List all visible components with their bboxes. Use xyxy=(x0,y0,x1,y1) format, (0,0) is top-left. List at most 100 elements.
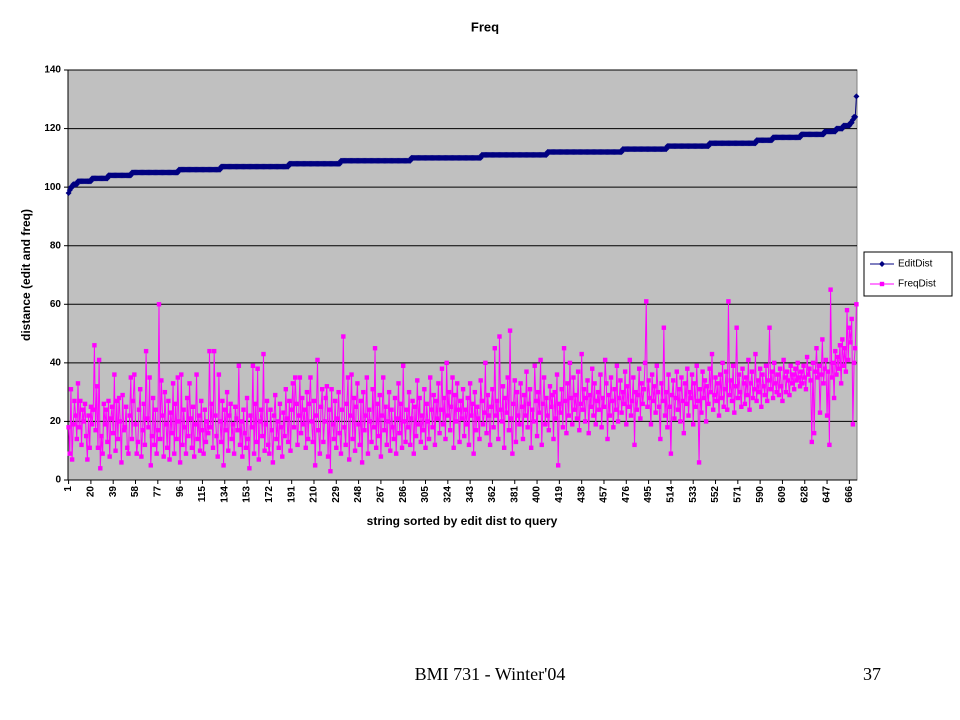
point xyxy=(767,325,772,330)
point xyxy=(268,407,273,412)
point xyxy=(167,457,172,462)
point xyxy=(701,395,706,401)
point xyxy=(359,460,365,465)
point xyxy=(244,395,250,401)
point xyxy=(371,425,377,430)
point xyxy=(835,354,840,360)
page-number: 37 xyxy=(863,664,881,684)
point xyxy=(597,407,602,412)
point xyxy=(611,425,616,430)
point xyxy=(474,404,480,409)
x-tick-label: 419 xyxy=(554,486,565,503)
point xyxy=(148,463,153,468)
point xyxy=(72,398,77,404)
point xyxy=(784,369,790,374)
point xyxy=(228,401,233,407)
point xyxy=(591,413,596,418)
point xyxy=(74,436,80,442)
point xyxy=(130,398,136,404)
point xyxy=(257,419,263,424)
point xyxy=(480,422,486,427)
point xyxy=(653,410,658,415)
y-tick-label: 60 xyxy=(50,299,62,310)
point xyxy=(385,419,391,424)
point xyxy=(484,430,489,436)
point xyxy=(534,433,540,439)
point xyxy=(476,416,481,421)
point xyxy=(533,398,539,404)
point xyxy=(735,395,741,401)
point xyxy=(432,442,438,448)
point xyxy=(267,451,272,456)
point xyxy=(609,398,615,404)
point xyxy=(154,451,159,456)
point xyxy=(175,375,180,380)
point xyxy=(496,436,501,442)
point xyxy=(607,413,613,418)
point xyxy=(351,395,357,401)
point xyxy=(725,407,730,412)
point xyxy=(824,413,830,418)
point xyxy=(398,401,404,407)
point xyxy=(834,372,839,377)
point xyxy=(358,398,364,404)
point xyxy=(772,360,777,366)
point xyxy=(336,389,341,395)
point xyxy=(278,425,284,430)
point xyxy=(406,389,412,395)
point xyxy=(710,407,716,412)
point xyxy=(253,401,258,407)
point xyxy=(165,445,170,450)
point xyxy=(652,384,657,389)
point xyxy=(742,401,748,407)
point xyxy=(842,346,847,351)
point xyxy=(645,404,650,409)
point xyxy=(555,463,561,468)
point xyxy=(415,378,420,383)
point xyxy=(693,404,698,409)
point xyxy=(325,454,331,459)
point xyxy=(66,425,71,430)
point xyxy=(781,357,786,363)
point xyxy=(510,451,515,456)
point xyxy=(688,395,694,401)
point xyxy=(141,401,146,407)
point xyxy=(102,422,108,427)
point xyxy=(412,404,418,409)
point xyxy=(270,460,276,465)
point xyxy=(848,340,853,345)
point xyxy=(462,433,467,439)
point xyxy=(111,430,116,436)
point xyxy=(782,375,787,380)
point xyxy=(348,413,353,418)
y-tick-label: 100 xyxy=(44,182,61,193)
point xyxy=(516,413,521,418)
point xyxy=(105,439,110,445)
point xyxy=(679,375,684,380)
point xyxy=(497,334,502,339)
point xyxy=(844,307,850,313)
point xyxy=(659,381,664,386)
point xyxy=(749,369,755,374)
point xyxy=(89,422,95,427)
point xyxy=(273,392,278,398)
point xyxy=(841,363,846,368)
point xyxy=(705,384,710,389)
point xyxy=(571,375,576,380)
point xyxy=(573,392,579,398)
point xyxy=(392,395,398,401)
point xyxy=(736,372,742,377)
point xyxy=(450,375,455,380)
point xyxy=(525,425,530,430)
point xyxy=(543,422,548,427)
point xyxy=(169,430,175,436)
point xyxy=(831,395,837,401)
x-tick-label: 1 xyxy=(63,486,74,492)
point xyxy=(277,401,283,407)
point xyxy=(501,445,507,450)
point xyxy=(808,378,813,383)
point xyxy=(147,375,152,380)
point xyxy=(622,369,628,374)
point xyxy=(246,436,251,442)
point xyxy=(436,381,441,386)
